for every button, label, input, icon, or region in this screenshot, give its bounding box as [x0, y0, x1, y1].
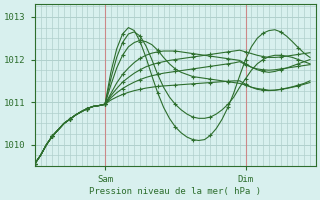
X-axis label: Pression niveau de la mer( hPa ): Pression niveau de la mer( hPa ) [89, 187, 261, 196]
